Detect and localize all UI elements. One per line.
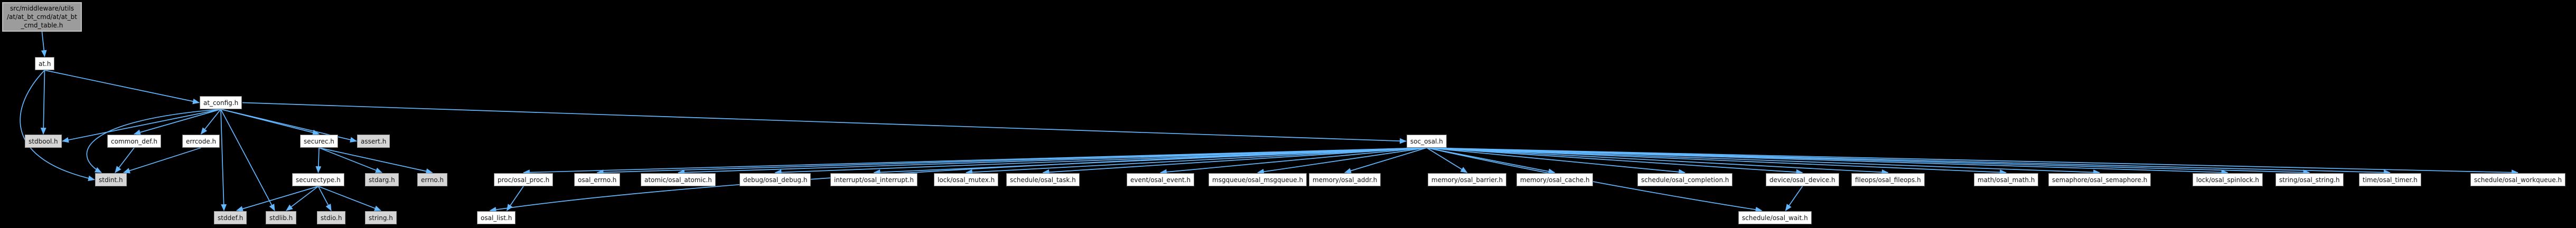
edge-at_config_h--errcode_h <box>200 109 221 135</box>
graph-node-msgqueue_osal_msgqueue_h[interactable]: msgqueue/osal_msgqueue.h <box>1209 173 1307 186</box>
edge-soc_osal_h--schedule_osal_workqueue_h <box>1426 147 2519 176</box>
edge-soc_osal_h--atomic_osal_atomic_h <box>677 147 1427 176</box>
graph-node-soc_osal_h[interactable]: soc_osal.h <box>1407 135 1447 148</box>
graph-node-schedule_osal_task_h[interactable]: schedule/osal_task.h <box>1006 173 1080 186</box>
edge-at_config_h--common_def_h <box>133 109 221 135</box>
graph-node-string_h: string.h <box>365 211 397 224</box>
graph-node-lock_osal_mutex_h[interactable]: lock/osal_mutex.h <box>934 173 999 186</box>
graph-node-osal_errno_h[interactable]: osal_errno.h <box>574 173 621 186</box>
graph-node-memory_osal_barrier_h[interactable]: memory/osal_barrier.h <box>1428 173 1507 186</box>
edge-root--at_h <box>41 31 47 58</box>
graph-node-root: src/middleware/utils /at/at_bt_cmd/at/at… <box>2 2 82 32</box>
edge-at_config_h--stdint_h <box>86 109 221 173</box>
graph-node-schedule_osal_workqueue_h[interactable]: schedule/osal_workqueue.h <box>2470 173 2566 186</box>
graph-node-common_def_h[interactable]: common_def.h <box>107 135 162 148</box>
edge-securec_h--securectype_h <box>315 147 322 174</box>
graph-node-time_osal_timer_h[interactable]: time/osal_timer.h <box>2359 173 2421 186</box>
edge-soc_osal_h--msgqueue_osal_msgqueue_h <box>1257 147 1427 175</box>
graph-node-assert_h: assert.h <box>357 135 390 148</box>
edge-securec_h--stdarg_h <box>319 147 383 173</box>
graph-node-interrupt_osal_interrupt_h[interactable]: interrupt/osal_interrupt.h <box>830 173 917 186</box>
edge-common_def_h--stdint_h <box>115 147 135 173</box>
graph-node-securectype_h[interactable]: securectype.h <box>292 173 344 186</box>
graph-node-stdbool_h: stdbool.h <box>25 135 62 148</box>
edge-soc_osal_h--debug_osal_debug_h <box>774 147 1427 175</box>
edge-soc_osal_h--memory_osal_cache_h <box>1426 147 1556 175</box>
graph-node-event_osal_event_h[interactable]: event/osal_event.h <box>1127 173 1195 186</box>
edge-at_h--at_config_h <box>44 70 200 104</box>
graph-node-semaphore_osal_semaphore_h[interactable]: semaphore/osal_semaphore.h <box>2048 173 2151 186</box>
edge-securectype_h--stdlib_h <box>286 186 319 211</box>
graph-node-stdio_h: stdio.h <box>317 211 346 224</box>
edge-at_config_h--soc_osal_h <box>242 102 1407 144</box>
edge-securectype_h--stddef_h <box>236 186 319 212</box>
edge-securec_h--errno_h <box>319 147 433 174</box>
edge-soc_osal_h--lock_osal_mutex_h <box>965 147 1427 175</box>
graph-node-stddef_h: stddef.h <box>214 211 247 224</box>
graph-node-errcode_h[interactable]: errcode.h <box>182 135 220 148</box>
edge-securectype_h--stdio_h <box>317 186 332 211</box>
graph-node-schedule_osal_wait_h[interactable]: schedule/osal_wait.h <box>1738 211 1812 224</box>
graph-node-proc_osal_proc_h[interactable]: proc/osal_proc.h <box>494 173 554 186</box>
edge-soc_osal_h--time_osal_timer_h <box>1426 147 2391 176</box>
graph-node-debug_osal_debug_h[interactable]: debug/osal_debug.h <box>739 173 811 186</box>
graph-node-osal_list_h[interactable]: osal_list.h <box>477 211 516 224</box>
graph-node-lock_osal_spinlock_h[interactable]: lock/osal_spinlock.h <box>2193 173 2263 186</box>
graph-node-errno_h: errno.h <box>417 173 447 186</box>
edge-at_h--stdint_h <box>20 70 96 182</box>
edge-soc_osal_h--event_osal_event_h <box>1159 147 1427 175</box>
edge-soc_osal_h--schedule_osal_completion_h <box>1426 147 1686 175</box>
edge-soc_osal_h--fileops_osal_fileops_h <box>1426 147 1889 175</box>
graph-node-at_h[interactable]: at.h <box>35 57 55 70</box>
graph-node-memory_osal_addr_h[interactable]: memory/osal_addr.h <box>1309 173 1381 186</box>
edge-at_h--stdbool_h <box>40 70 46 135</box>
edge-soc_osal_h--interrupt_osal_interrupt_h <box>873 147 1427 175</box>
edge-at_config_h--stdbool_h <box>61 109 221 143</box>
graph-node-stdarg_h: stdarg.h <box>365 173 399 186</box>
graph-node-math_osal_math_h[interactable]: math/osal_math.h <box>1974 173 2039 186</box>
graph-node-stdlib_h: stdlib.h <box>266 211 297 224</box>
edge-securectype_h--string_h <box>318 186 382 211</box>
graph-node-fileops_osal_fileops_h[interactable]: fileops/osal_fileops.h <box>1851 173 1925 186</box>
edge-soc_osal_h--device_osal_device_h <box>1426 147 1803 175</box>
edge-at_config_h--stddef_h <box>220 109 227 212</box>
graph-node-memory_osal_cache_h[interactable]: memory/osal_cache.h <box>1516 173 1594 186</box>
edge-soc_osal_h--schedule_osal_task_h <box>1042 147 1427 175</box>
edge-device_osal_device_h--schedule_osal_wait_h <box>1785 186 1803 211</box>
edge-soc_osal_h--memory_osal_barrier_h <box>1426 147 1468 173</box>
graph-node-device_osal_device_h[interactable]: device/osal_device.h <box>1766 173 1839 186</box>
graph-node-string_osal_string_h[interactable]: string/osal_string.h <box>2275 173 2344 186</box>
edge-proc_osal_proc_h--osal_list_h <box>506 186 524 211</box>
edge-soc_osal_h--math_osal_math_h <box>1426 147 2007 175</box>
graph-node-securec_h[interactable]: securec.h <box>300 135 338 148</box>
graph-node-stdint_h: stdint.h <box>95 173 127 186</box>
edge-soc_osal_h--memory_osal_addr_h <box>1344 147 1427 174</box>
graph-node-at_config_h[interactable]: at_config.h <box>200 96 242 109</box>
graph-node-schedule_osal_completion_h[interactable]: schedule/osal_completion.h <box>1637 173 1733 186</box>
edge-at_config_h--stdlib_h <box>220 109 275 211</box>
edge-errcode_h--stdint_h <box>123 147 201 174</box>
graph-node-atomic_osal_atomic_h[interactable]: atomic/osal_atomic.h <box>641 173 716 186</box>
edge-soc_osal_h--semaphore_osal_semaphore_h <box>1426 147 2101 175</box>
